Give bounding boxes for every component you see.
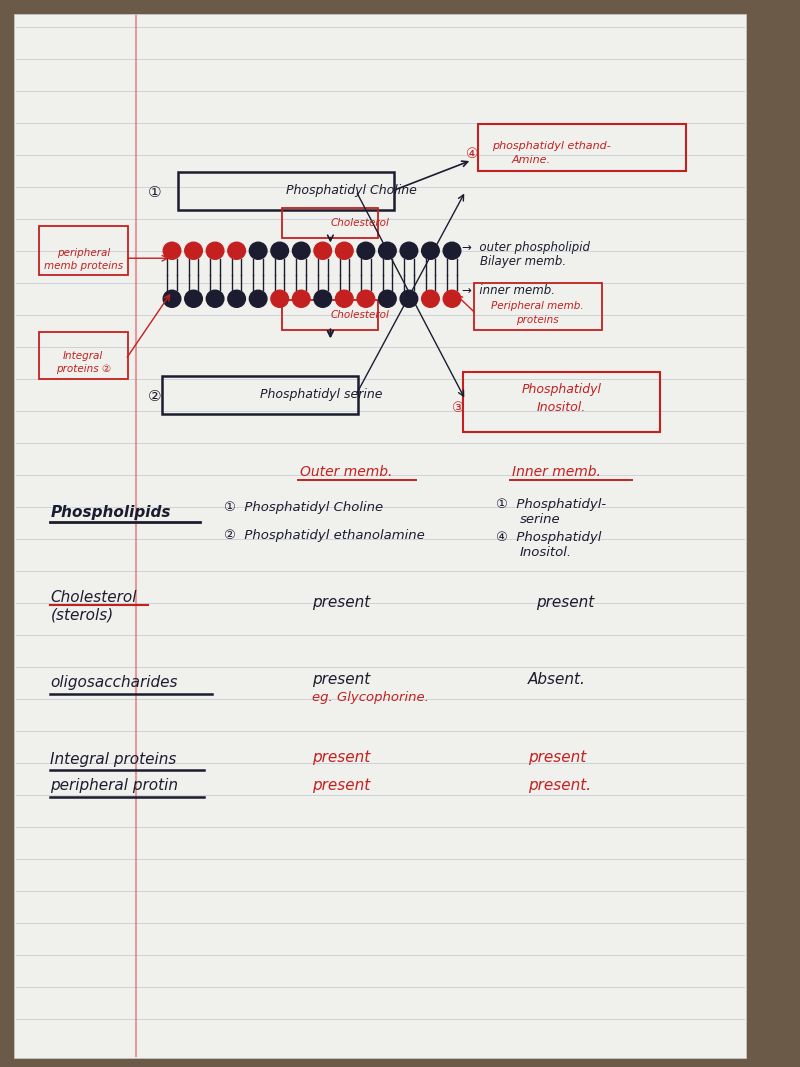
Ellipse shape bbox=[335, 290, 353, 307]
Text: Amine.: Amine. bbox=[512, 155, 551, 165]
Ellipse shape bbox=[314, 290, 331, 307]
Text: Phosphatidyl serine: Phosphatidyl serine bbox=[260, 388, 382, 401]
Text: proteins: proteins bbox=[516, 315, 559, 325]
Text: ①: ① bbox=[148, 185, 162, 200]
Ellipse shape bbox=[163, 290, 181, 307]
Text: Phospholipids: Phospholipids bbox=[50, 505, 171, 520]
Text: Outer memb.: Outer memb. bbox=[300, 464, 392, 479]
Text: Phosphatidyl: Phosphatidyl bbox=[522, 383, 602, 396]
Text: ①  Phosphatidyl-: ① Phosphatidyl- bbox=[496, 498, 606, 511]
Ellipse shape bbox=[314, 242, 331, 259]
Text: ②  Phosphatidyl ethanolamine: ② Phosphatidyl ethanolamine bbox=[224, 529, 425, 542]
Text: →  outer phospholipid: → outer phospholipid bbox=[462, 241, 590, 254]
Ellipse shape bbox=[185, 290, 202, 307]
Text: ④  Phosphatidyl: ④ Phosphatidyl bbox=[496, 531, 602, 544]
Text: Integral proteins: Integral proteins bbox=[50, 752, 177, 767]
Ellipse shape bbox=[250, 290, 267, 307]
Text: phosphatidyl ethand-: phosphatidyl ethand- bbox=[492, 141, 610, 152]
Ellipse shape bbox=[422, 290, 439, 307]
Ellipse shape bbox=[443, 290, 461, 307]
Ellipse shape bbox=[228, 242, 246, 259]
Text: Absent.: Absent. bbox=[528, 672, 586, 687]
Text: ①  Phosphatidyl Choline: ① Phosphatidyl Choline bbox=[224, 501, 383, 514]
Ellipse shape bbox=[206, 290, 224, 307]
Ellipse shape bbox=[271, 290, 289, 307]
Text: present.: present. bbox=[528, 778, 591, 793]
Text: present: present bbox=[312, 750, 370, 765]
Text: Cholesterol: Cholesterol bbox=[330, 309, 390, 320]
Text: Integral: Integral bbox=[63, 351, 103, 362]
Text: Peripheral memb.: Peripheral memb. bbox=[491, 301, 584, 312]
Ellipse shape bbox=[422, 242, 439, 259]
Ellipse shape bbox=[335, 242, 353, 259]
Text: present: present bbox=[312, 595, 370, 610]
Text: Phosphatidyl Choline: Phosphatidyl Choline bbox=[286, 185, 418, 197]
Text: present: present bbox=[312, 778, 370, 793]
Text: memb proteins: memb proteins bbox=[44, 260, 122, 271]
Text: Inositol.: Inositol. bbox=[520, 546, 572, 559]
Text: (sterols): (sterols) bbox=[50, 607, 114, 622]
Text: Cholesterol: Cholesterol bbox=[50, 590, 137, 605]
Ellipse shape bbox=[400, 242, 418, 259]
Text: present: present bbox=[528, 750, 586, 765]
Ellipse shape bbox=[357, 290, 374, 307]
Ellipse shape bbox=[271, 242, 289, 259]
Ellipse shape bbox=[378, 242, 396, 259]
Ellipse shape bbox=[378, 290, 396, 307]
Ellipse shape bbox=[400, 290, 418, 307]
Ellipse shape bbox=[293, 290, 310, 307]
Text: eg. Glycophorine.: eg. Glycophorine. bbox=[312, 691, 429, 704]
Text: Cholesterol: Cholesterol bbox=[330, 218, 390, 228]
Ellipse shape bbox=[443, 242, 461, 259]
Text: Inositol.: Inositol. bbox=[537, 401, 586, 414]
Text: present: present bbox=[312, 672, 370, 687]
Text: Bilayer memb.: Bilayer memb. bbox=[480, 255, 566, 268]
Text: Inner memb.: Inner memb. bbox=[512, 464, 601, 479]
Ellipse shape bbox=[357, 242, 374, 259]
Text: peripheral protin: peripheral protin bbox=[50, 778, 178, 793]
Text: proteins ②: proteins ② bbox=[56, 364, 110, 375]
Text: ③: ③ bbox=[452, 400, 465, 415]
Text: →  inner memb.: → inner memb. bbox=[462, 284, 555, 297]
Text: ②: ② bbox=[148, 389, 162, 404]
Ellipse shape bbox=[228, 290, 246, 307]
Text: ④: ④ bbox=[466, 146, 478, 161]
Ellipse shape bbox=[163, 242, 181, 259]
Text: present: present bbox=[536, 595, 594, 610]
FancyBboxPatch shape bbox=[14, 14, 746, 1058]
Ellipse shape bbox=[185, 242, 202, 259]
Ellipse shape bbox=[293, 242, 310, 259]
Ellipse shape bbox=[206, 242, 224, 259]
Text: oligosaccharides: oligosaccharides bbox=[50, 675, 178, 690]
Ellipse shape bbox=[250, 242, 267, 259]
Text: peripheral: peripheral bbox=[57, 248, 110, 258]
Text: serine: serine bbox=[520, 513, 561, 526]
